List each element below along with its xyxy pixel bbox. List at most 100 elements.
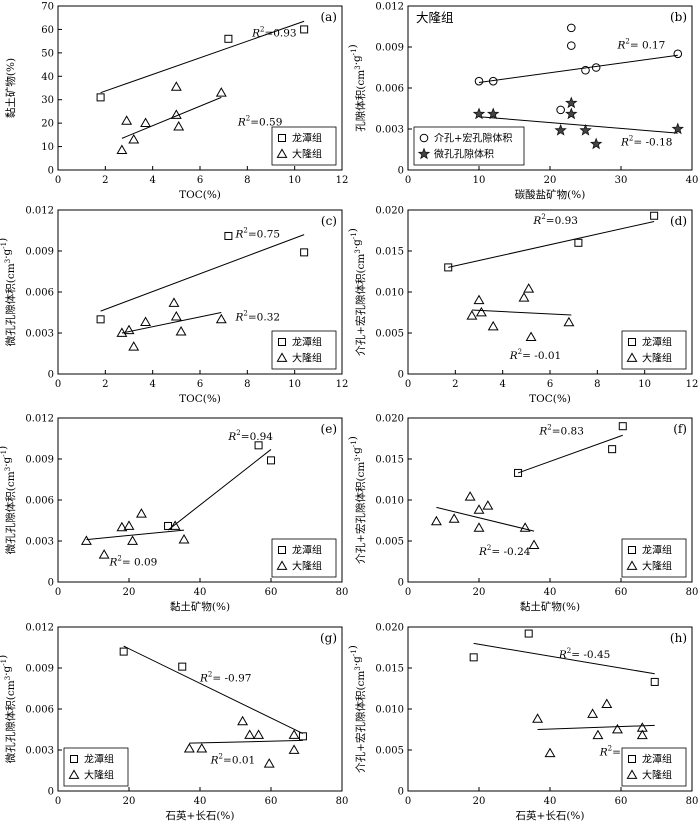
- trend-line: [167, 449, 272, 531]
- panel-d: 0 2 4 6 8 10 12 0 0.005 0.010 0.015 0.020 TOC(%) 介孔+宏…: [347, 206, 698, 406]
- trend-line: [473, 642, 655, 675]
- legend-label: 龙潭组: [292, 336, 322, 349]
- series-0: R2=0.93: [96, 20, 309, 102]
- data-point-triangle: [178, 534, 190, 544]
- x-tick-label: 2: [452, 379, 458, 390]
- y-tick-label: 0.009: [25, 455, 54, 466]
- panel-label: (d): [670, 214, 687, 228]
- y-tick-label: 0.020: [375, 414, 404, 425]
- series-0: R2=0.83: [514, 422, 627, 477]
- x-axis-label: 黏土矿物(%): [520, 600, 580, 613]
- data-point-square: [164, 521, 173, 530]
- x-tick-label: 20: [123, 587, 136, 598]
- y-tick-label: 0.003: [375, 125, 404, 136]
- x-tick-label: 80: [336, 587, 349, 598]
- data-point-triangle: [80, 535, 92, 545]
- legend-marker-triangle: [276, 148, 288, 158]
- data-point-triangle: [466, 310, 478, 320]
- series-0: R2= -0.45: [469, 629, 659, 686]
- data-point-triangle: [183, 743, 195, 753]
- data-point-triangle: [448, 513, 460, 523]
- r2-label: R2=0.93: [251, 25, 297, 39]
- series-1: R2= -0.18: [472, 96, 685, 150]
- series-1: R2=0.32: [116, 297, 280, 351]
- data-point-triangle: [430, 515, 442, 526]
- legend-label: 大隆组: [292, 560, 322, 573]
- x-tick-label: 12: [686, 379, 699, 390]
- y-tick-label: 0.003: [25, 746, 54, 757]
- trend-line: [189, 739, 303, 744]
- data-point-square: [300, 248, 309, 257]
- panel-h: 0 20 40 60 80 0 0.005 0.010 0.015 0.020 石英+长石(%) 介孔…: [347, 623, 698, 823]
- y-tick-label: 0.005: [375, 537, 404, 548]
- trend-line: [471, 309, 572, 316]
- data-point-triangle: [253, 729, 265, 739]
- y-tick-label: 0.012: [25, 414, 54, 425]
- data-point-triangle: [170, 81, 182, 91]
- x-tick-label: 20: [544, 175, 557, 186]
- legend-label: 龙潭组: [292, 132, 322, 145]
- y-tick-label: 0.012: [375, 2, 404, 13]
- x-axis-label: 碳酸盐矿物(%): [515, 188, 586, 201]
- r2-label: R2=0.01: [210, 753, 256, 767]
- data-point-square: [650, 211, 659, 220]
- x-tick-label: 0: [55, 796, 61, 807]
- x-tick-label: 6: [197, 175, 203, 186]
- legend-label: 大隆组: [84, 769, 114, 782]
- legend-label: 龙潭组: [292, 544, 322, 557]
- r2-label: R2= -0.97: [199, 671, 251, 685]
- y-axis-label: 微孔孔隙体积(cm3·g-1): [0, 655, 17, 763]
- legend-box: [413, 126, 525, 166]
- data-point-triangle: [563, 316, 575, 327]
- x-tick-label: 40: [194, 587, 207, 598]
- legend-box: [271, 538, 337, 578]
- x-tick-label: 80: [686, 796, 699, 807]
- r2-label: R2= -0.24: [478, 544, 531, 558]
- legend-label: 龙潭组: [642, 753, 672, 766]
- y-tick-label: 0.020: [375, 623, 404, 634]
- x-axis-label: TOC(%): [179, 393, 221, 405]
- data-point-triangle: [121, 115, 133, 125]
- data-point-triangle: [169, 520, 181, 530]
- y-tick-label: 0: [48, 166, 54, 177]
- y-tick-label: 0.012: [25, 623, 54, 634]
- y-axis-label: 介孔+宏孔隙体积(cm3·g-1): [347, 436, 367, 564]
- r2-label: R2=0.83: [538, 423, 584, 437]
- data-point-star: [472, 107, 486, 120]
- legend-box: [271, 330, 337, 370]
- legend-marker-circle: [419, 133, 429, 143]
- legend-label: 微孔孔隙体积: [434, 148, 494, 161]
- legend-marker-square: [628, 755, 636, 763]
- legend-marker-triangle: [276, 560, 288, 570]
- data-point-triangle: [487, 320, 499, 331]
- r2-label: R2= -0.01: [509, 348, 561, 362]
- legend-label: 介孔+宏孔隙体积: [434, 132, 512, 145]
- x-tick-label: 30: [615, 175, 628, 186]
- data-point-triangle: [116, 327, 128, 337]
- formation-title: 大隆组: [416, 10, 454, 25]
- y-tick-label: 0.006: [25, 288, 54, 299]
- data-point-triangle: [636, 722, 648, 732]
- data-point-triangle: [263, 758, 275, 768]
- y-tick-label: 0.015: [375, 247, 404, 258]
- y-axis-label: 孔隙体积(cm3·g-1): [347, 44, 367, 131]
- trend-line: [478, 54, 678, 84]
- data-point-star: [486, 107, 500, 120]
- data-point-triangle: [173, 121, 185, 131]
- x-tick-label: 0: [405, 379, 411, 390]
- data-point-triangle: [215, 313, 227, 324]
- data-point-triangle: [525, 331, 537, 341]
- panel-f: 0 20 40 60 80 0 0.005 0.010 0.015 0.020 黏土矿物(%) 介孔+…: [347, 414, 698, 614]
- data-point-star: [579, 123, 592, 136]
- series-1: R2=0.59: [116, 81, 282, 154]
- legend-marker-triangle: [276, 352, 288, 362]
- legend-marker-square: [628, 546, 636, 554]
- x-tick-label: 8: [244, 175, 250, 186]
- y-tick-label: 0.006: [25, 705, 54, 716]
- legend-marker-square: [278, 338, 286, 346]
- r2-label: R2=0.93: [532, 213, 578, 227]
- x-tick-label: 2: [102, 379, 108, 390]
- r2-label: R2= 0.17: [616, 37, 665, 51]
